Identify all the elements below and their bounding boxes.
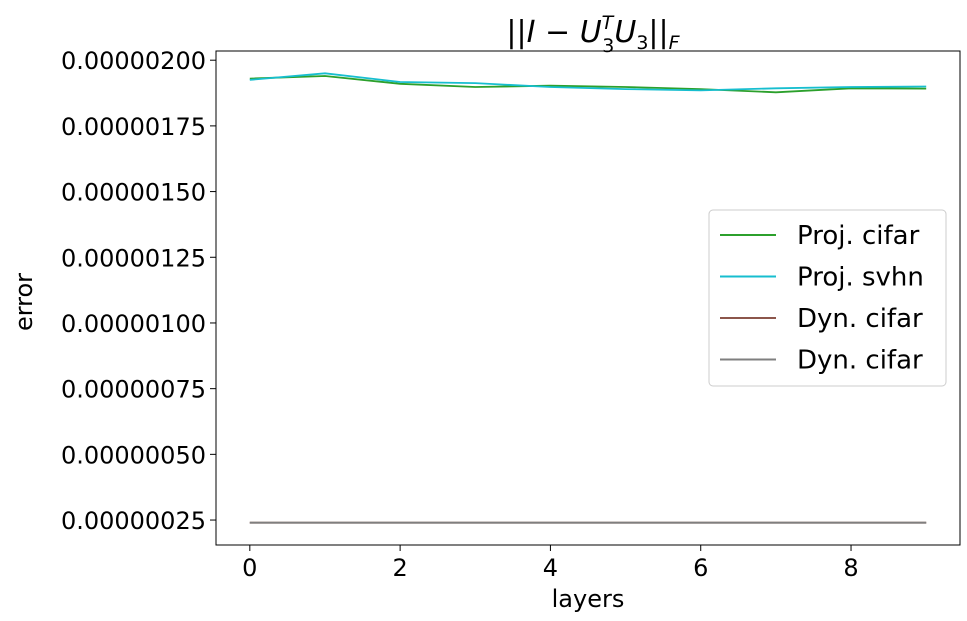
- x-tick-label: 8: [843, 554, 858, 582]
- legend-entry-label: Proj. svhn: [797, 263, 924, 293]
- y-tick-label: 0.00000175: [61, 113, 206, 141]
- x-tick-label: 0: [242, 554, 257, 582]
- x-axis-label: layers: [552, 585, 625, 613]
- plot-frame: [215, 50, 961, 546]
- data-series: [249, 72, 927, 524]
- x-tick-label: 4: [543, 554, 558, 582]
- x-tick-label: 2: [392, 554, 407, 582]
- series-line: [249, 75, 927, 94]
- legend: Proj. cifar Proj. svhn Dyn. cifar Dyn. cifa…: [708, 209, 947, 387]
- y-tick-label: 0.00000050: [61, 441, 206, 469]
- axis-ticks: 0 2 4 6 8 0.00000025 0.00000050 0.00000075 0.000…: [61, 47, 859, 582]
- y-tick-label: 0.00000075: [61, 376, 206, 404]
- y-axis-label: error: [10, 273, 38, 331]
- legend-box: [708, 209, 947, 387]
- plot-area: [215, 50, 961, 546]
- y-tick-label: 0.00000200: [61, 47, 206, 75]
- legend-entry-label: Dyn. cifar: [797, 346, 923, 376]
- x-tick-label: 6: [693, 554, 708, 582]
- chart-title: ||I − UT 3U3||F: [506, 12, 680, 57]
- y-tick-label: 0.00000025: [61, 507, 206, 535]
- legend-entry-label: Dyn. cifar: [797, 304, 923, 334]
- series-line: [249, 72, 927, 92]
- y-tick-label: 0.00000125: [61, 244, 206, 272]
- legend-entry-label: Proj. cifar: [797, 221, 920, 251]
- y-tick-label: 0.00000150: [61, 179, 206, 207]
- y-tick-label: 0.00000100: [61, 310, 206, 338]
- chart-title-text: ||I − UT 3U3||F: [506, 12, 680, 57]
